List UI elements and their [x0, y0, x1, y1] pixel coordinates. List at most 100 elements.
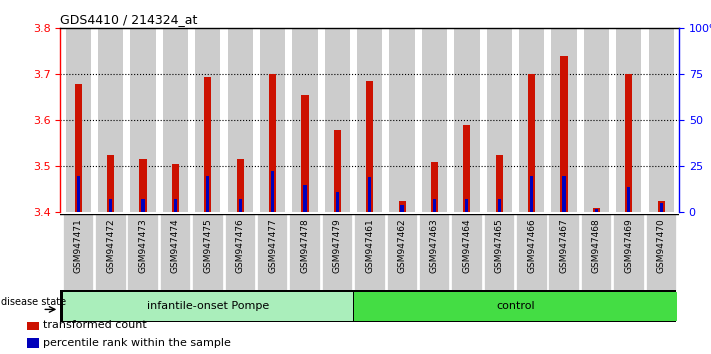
- Bar: [465, 199, 469, 212]
- Bar: [204, 77, 211, 212]
- Bar: [528, 74, 535, 212]
- Text: GSM947478: GSM947478: [301, 218, 309, 273]
- FancyBboxPatch shape: [548, 214, 579, 292]
- FancyBboxPatch shape: [95, 214, 126, 292]
- Text: GSM947475: GSM947475: [203, 218, 213, 273]
- Bar: [658, 201, 665, 212]
- Text: GSM947476: GSM947476: [235, 218, 245, 273]
- Bar: [333, 130, 341, 212]
- Bar: [422, 28, 447, 212]
- Bar: [399, 201, 406, 212]
- FancyBboxPatch shape: [225, 214, 255, 292]
- Bar: [354, 292, 677, 321]
- Bar: [562, 176, 566, 212]
- Bar: [519, 28, 545, 212]
- Text: percentile rank within the sample: percentile rank within the sample: [43, 338, 231, 348]
- Bar: [260, 28, 285, 212]
- Bar: [195, 28, 220, 212]
- FancyBboxPatch shape: [483, 214, 514, 292]
- Bar: [431, 162, 438, 212]
- Bar: [141, 199, 144, 212]
- FancyBboxPatch shape: [354, 214, 385, 292]
- Text: infantile-onset Pompe: infantile-onset Pompe: [146, 301, 269, 310]
- Bar: [595, 209, 598, 212]
- Bar: [77, 176, 80, 212]
- Text: GSM947467: GSM947467: [560, 218, 569, 273]
- Text: GSM947471: GSM947471: [74, 218, 82, 273]
- Bar: [454, 28, 479, 212]
- Text: GSM947465: GSM947465: [495, 218, 504, 273]
- Bar: [301, 95, 309, 212]
- Text: GSM947468: GSM947468: [592, 218, 601, 273]
- Text: GSM947461: GSM947461: [365, 218, 374, 273]
- Bar: [292, 28, 318, 212]
- FancyBboxPatch shape: [581, 214, 611, 292]
- Bar: [65, 28, 91, 212]
- FancyBboxPatch shape: [646, 214, 676, 292]
- Bar: [63, 292, 353, 321]
- FancyBboxPatch shape: [127, 214, 158, 292]
- FancyBboxPatch shape: [451, 214, 482, 292]
- Bar: [325, 28, 350, 212]
- Text: GSM947473: GSM947473: [139, 218, 147, 273]
- FancyBboxPatch shape: [160, 214, 191, 292]
- Bar: [648, 28, 674, 212]
- FancyBboxPatch shape: [387, 214, 417, 292]
- Bar: [172, 164, 179, 212]
- Bar: [269, 74, 276, 212]
- Text: GSM947464: GSM947464: [462, 218, 471, 273]
- Bar: [368, 177, 371, 212]
- FancyBboxPatch shape: [516, 214, 547, 292]
- Bar: [98, 28, 123, 212]
- Bar: [560, 56, 567, 212]
- Bar: [400, 206, 404, 212]
- FancyBboxPatch shape: [614, 214, 643, 292]
- Text: GSM947474: GSM947474: [171, 218, 180, 273]
- Bar: [366, 81, 373, 212]
- Text: control: control: [496, 301, 535, 310]
- Bar: [130, 28, 156, 212]
- Bar: [584, 28, 609, 212]
- Bar: [237, 160, 244, 212]
- Text: GSM947462: GSM947462: [397, 218, 407, 273]
- FancyBboxPatch shape: [257, 214, 287, 292]
- Bar: [27, 338, 38, 348]
- Text: GSM947477: GSM947477: [268, 218, 277, 273]
- Bar: [496, 155, 503, 212]
- Bar: [206, 176, 210, 212]
- Bar: [552, 28, 577, 212]
- Bar: [27, 321, 38, 330]
- Text: GSM947479: GSM947479: [333, 218, 342, 273]
- Bar: [107, 155, 114, 212]
- FancyBboxPatch shape: [322, 214, 352, 292]
- Bar: [228, 28, 253, 212]
- Bar: [75, 84, 82, 212]
- Bar: [616, 28, 641, 212]
- Bar: [390, 28, 415, 212]
- Text: GSM947470: GSM947470: [657, 218, 665, 273]
- Bar: [239, 199, 242, 212]
- Bar: [271, 171, 274, 212]
- Text: disease state: disease state: [1, 297, 66, 307]
- Bar: [109, 199, 112, 212]
- Bar: [498, 199, 501, 212]
- Bar: [304, 185, 306, 212]
- FancyBboxPatch shape: [192, 214, 223, 292]
- Text: GSM947469: GSM947469: [624, 218, 634, 273]
- Bar: [625, 74, 632, 212]
- Bar: [660, 203, 663, 212]
- FancyBboxPatch shape: [289, 214, 320, 292]
- Bar: [464, 125, 471, 212]
- Bar: [139, 160, 146, 212]
- Bar: [433, 199, 436, 212]
- Bar: [593, 208, 600, 212]
- FancyBboxPatch shape: [419, 214, 449, 292]
- FancyBboxPatch shape: [63, 214, 93, 292]
- Bar: [530, 176, 533, 212]
- Text: GDS4410 / 214324_at: GDS4410 / 214324_at: [60, 13, 198, 26]
- Bar: [627, 187, 631, 212]
- Text: GSM947466: GSM947466: [527, 218, 536, 273]
- Bar: [163, 28, 188, 212]
- Text: GSM947472: GSM947472: [106, 218, 115, 273]
- Text: GSM947463: GSM947463: [430, 218, 439, 273]
